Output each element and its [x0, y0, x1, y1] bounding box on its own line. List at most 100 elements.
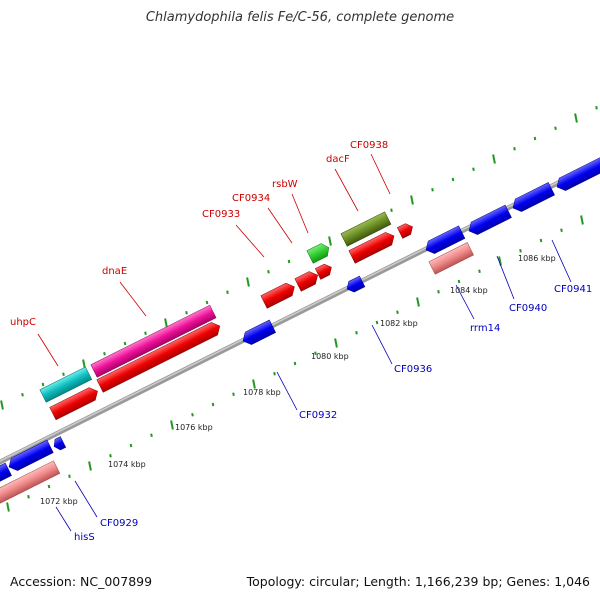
- gene-forward-2[interactable]: [96, 320, 223, 393]
- gene-uhpC[interactable]: [39, 366, 93, 403]
- label-dnaE: dnaE: [102, 266, 127, 277]
- minor-tick: [41, 382, 45, 387]
- minor-tick: [560, 228, 563, 233]
- gene-rsbW[interactable]: [306, 241, 332, 264]
- major-tick: [580, 215, 584, 225]
- minor-tick: [273, 371, 276, 376]
- gene-reverse-2[interactable]: [6, 439, 54, 473]
- gene-forward-3[interactable]: [348, 230, 397, 264]
- gene-cf0932[interactable]: [240, 319, 276, 347]
- minor-tick: [539, 238, 543, 243]
- label-hisS: hisS: [74, 532, 95, 543]
- scale-label-1086-kbp: 1086 kbp: [518, 254, 556, 263]
- forward-strand-genes: [39, 211, 415, 421]
- gene-cf0940[interactable]: [510, 182, 555, 214]
- minor-tick: [144, 331, 147, 336]
- major-tick: [498, 256, 502, 266]
- minor-tick: [47, 484, 51, 489]
- major-tick: [82, 359, 86, 369]
- gene-dnaE[interactable]: [90, 304, 217, 378]
- genome-stats-text: Topology: circular; Length: 1,166,239 bp…: [246, 574, 590, 589]
- gene-cf0938[interactable]: [396, 221, 415, 239]
- forward-leader-lines: [37, 153, 391, 367]
- gene-forward-small[interactable]: [314, 262, 334, 280]
- gene-reverse-1[interactable]: [0, 462, 12, 483]
- minor-tick: [519, 248, 522, 253]
- minor-tick: [27, 494, 30, 499]
- minor-tick: [437, 289, 440, 294]
- gene-cf0941[interactable]: [554, 156, 600, 193]
- gene-rrm14[interactable]: [428, 242, 474, 275]
- minor-tick: [314, 351, 317, 356]
- upper-tick-track: [0, 105, 598, 410]
- gene-hisS[interactable]: [0, 460, 61, 505]
- minor-tick: [62, 372, 65, 377]
- major-tick: [410, 195, 414, 205]
- label-CF0932: CF0932: [299, 410, 337, 421]
- major-tick: [88, 461, 92, 471]
- scale-label-1078-kbp: 1078 kbp: [243, 388, 281, 397]
- reverse-strand-genes: [0, 156, 600, 505]
- minor-tick: [191, 412, 194, 417]
- major-tick: [170, 420, 174, 430]
- minor-tick: [211, 402, 215, 407]
- scale-label-1074-kbp: 1074 kbp: [108, 460, 146, 469]
- minor-tick: [431, 187, 434, 192]
- scale-label-1076-kbp: 1076 kbp: [175, 423, 213, 432]
- minor-tick: [267, 269, 270, 274]
- gene-cf0934[interactable]: [294, 269, 321, 292]
- map-title: Chlamydophila felis Fe/C-56, complete ge…: [145, 10, 455, 25]
- minor-tick: [554, 126, 557, 131]
- major-tick: [574, 113, 578, 123]
- minor-tick: [68, 474, 71, 479]
- major-tick: [416, 297, 420, 307]
- label-CF0940: CF0940: [509, 303, 547, 314]
- minor-tick: [533, 136, 537, 141]
- minor-tick: [185, 310, 188, 315]
- gene-forward-1[interactable]: [49, 385, 101, 421]
- minor-tick: [103, 351, 106, 356]
- minor-tick: [478, 269, 481, 274]
- gene-cf0933[interactable]: [260, 281, 298, 309]
- minor-tick: [129, 443, 133, 448]
- major-tick: [164, 318, 168, 328]
- minor-tick: [293, 361, 297, 366]
- gene-reverse-small[interactable]: [51, 436, 67, 452]
- gene-cf0936[interactable]: [344, 275, 366, 294]
- label-uhpC: uhpC: [10, 317, 36, 328]
- lower-tick-track: [6, 215, 584, 512]
- gene-reverse-3[interactable]: [423, 225, 466, 256]
- major-tick: [252, 379, 256, 389]
- label-CF0933: CF0933: [202, 209, 240, 220]
- minor-tick: [457, 279, 461, 284]
- minor-tick: [396, 310, 399, 315]
- label-rsbW: rsbW: [272, 179, 298, 190]
- label-CF0929: CF0929: [100, 518, 138, 529]
- major-tick: [328, 236, 332, 246]
- gene-dacF[interactable]: [340, 211, 392, 247]
- scale-label-1082-kbp: 1082 kbp: [380, 319, 418, 328]
- minor-tick: [123, 341, 127, 346]
- minor-tick: [595, 105, 598, 110]
- minor-tick: [109, 453, 112, 458]
- minor-tick: [226, 290, 229, 295]
- scale-label-1084-kbp: 1084 kbp: [450, 286, 488, 295]
- accession-text: Accession: NC_007899: [10, 574, 153, 589]
- major-tick: [246, 277, 250, 287]
- scale-label-1072-kbp: 1072 kbp: [40, 497, 78, 506]
- major-tick: [492, 154, 496, 164]
- label-CF0938: CF0938: [350, 140, 388, 151]
- minor-tick: [287, 259, 291, 264]
- major-tick: [0, 400, 4, 410]
- minor-tick: [232, 392, 235, 397]
- minor-tick: [513, 146, 516, 151]
- gene-reverse-4[interactable]: [466, 204, 512, 237]
- label-dacF: dacF: [326, 154, 350, 165]
- label-CF0936: CF0936: [394, 364, 432, 375]
- scale-label-1080-kbp: 1080 kbp: [311, 352, 349, 361]
- minor-tick: [472, 167, 475, 172]
- label-CF0934: CF0934: [232, 193, 270, 204]
- major-tick: [334, 338, 338, 348]
- minor-tick: [390, 208, 393, 213]
